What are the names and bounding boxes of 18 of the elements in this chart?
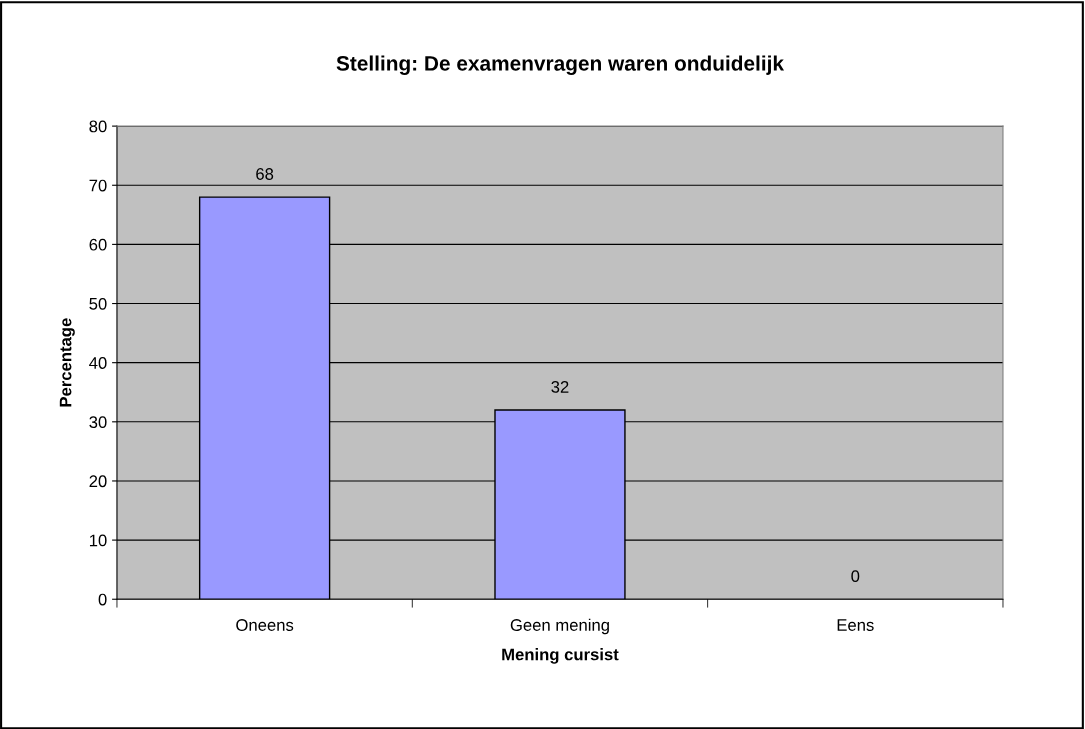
data-label: 0 bbox=[851, 570, 860, 583]
y-tick-label: 50 bbox=[89, 297, 107, 310]
chart-title: Stelling: De examenvragen waren onduidelijk bbox=[336, 55, 785, 75]
x-tick-label: Oneens bbox=[236, 619, 294, 631]
y-tick-label: 20 bbox=[89, 475, 107, 488]
x-tick-label: Eens bbox=[837, 619, 874, 631]
y-axis-title: Percentage bbox=[59, 318, 75, 407]
y-tick-label: 0 bbox=[98, 593, 107, 606]
y-tick-label: 60 bbox=[89, 238, 107, 251]
data-label: 32 bbox=[551, 381, 569, 393]
x-tick-label: Geen mening bbox=[510, 618, 609, 635]
y-tick-label: 40 bbox=[89, 357, 107, 369]
y-tick-label: 10 bbox=[89, 534, 107, 547]
y-tick-label: 80 bbox=[89, 120, 107, 133]
y-tick-label: 30 bbox=[89, 416, 107, 429]
x-axis-title: Mening cursist bbox=[502, 648, 619, 664]
data-label: 68 bbox=[256, 168, 274, 180]
y-tick-label: 70 bbox=[89, 179, 107, 192]
